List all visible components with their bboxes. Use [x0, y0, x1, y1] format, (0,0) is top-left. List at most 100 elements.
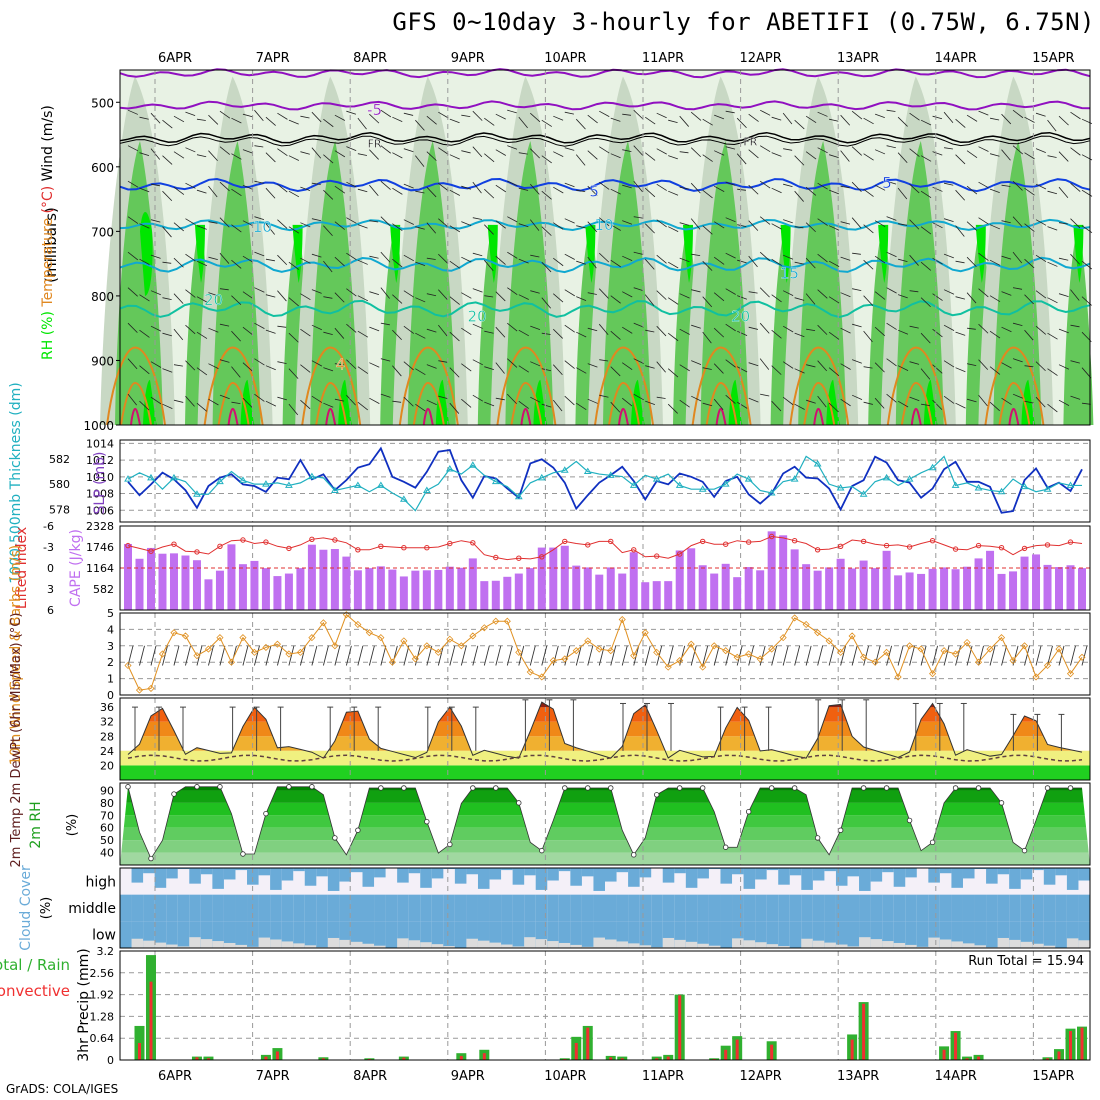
- wind-barb: [955, 260, 965, 264]
- wind-barb: [438, 289, 448, 301]
- cloud-middle-bar: [1009, 894, 1021, 922]
- wind-barb: [943, 645, 950, 666]
- wind-barb: [185, 111, 196, 116]
- wind-barb: [622, 291, 633, 298]
- cloud-clear-bar: [339, 939, 351, 948]
- wind-barb: [415, 332, 426, 339]
- cloud-middle-bar: [905, 894, 917, 922]
- cloud-low-bar: [304, 921, 317, 948]
- cape-tick: 1164: [86, 562, 114, 575]
- cape-bar: [825, 567, 834, 610]
- wind-barb: [713, 292, 725, 302]
- wind-barb: [472, 288, 483, 293]
- cloud-high-bar: [154, 868, 167, 888]
- wind-barb: [667, 368, 679, 378]
- li-point: [286, 545, 292, 552]
- wind-barb: [932, 257, 943, 265]
- cape-bar: [192, 560, 201, 610]
- cape-bar: [572, 565, 581, 610]
- cape-bar: [342, 556, 351, 610]
- wind-barb: [1070, 395, 1081, 400]
- wind-speed-point: [193, 652, 201, 660]
- rh-point: [562, 785, 568, 791]
- cloud-clear-bar: [893, 942, 906, 948]
- cape-bar: [997, 573, 1006, 610]
- wind-barb: [1035, 219, 1047, 226]
- wind-speed-point: [446, 635, 454, 643]
- wind-barb: [645, 365, 655, 369]
- wind-barb: [886, 216, 897, 221]
- cloud-middle-bar: [951, 894, 963, 922]
- cloud-middle-bar: [501, 894, 513, 922]
- cloud-middle-bar: [581, 894, 594, 922]
- cloud-high-bar: [1066, 868, 1079, 890]
- wind-barb: [644, 258, 655, 270]
- wind-barb: [725, 110, 735, 114]
- rh-point: [1067, 785, 1074, 791]
- wind-barb: [495, 220, 506, 229]
- wind-barb: [1035, 112, 1046, 117]
- wind-barb: [518, 258, 529, 264]
- rh-tick: 70: [100, 809, 114, 822]
- cloud-middle-bar: [223, 894, 236, 922]
- rh-point: [539, 847, 545, 854]
- chart-title: GFS 0~10day 3-hourly for ABETIFI (0.75W,…: [392, 8, 1095, 36]
- wind-barb: [415, 261, 426, 266]
- rh-bright-area: [923, 379, 938, 425]
- rh-point: [814, 835, 821, 841]
- wind-barb: [438, 324, 448, 337]
- cape-bar: [606, 567, 615, 610]
- cloud-low-bar: [374, 921, 386, 948]
- li-point: [378, 543, 384, 549]
- wind-barb: [874, 645, 881, 666]
- thickness-point: [1066, 481, 1075, 488]
- wind-barb: [139, 223, 150, 229]
- cloud-axis-label: Cloud Cover: [18, 865, 34, 951]
- cloud-high-bar: [131, 868, 144, 883]
- wind-speed-point: [469, 632, 477, 640]
- cloud-low-bar: [685, 921, 698, 948]
- wind-speed-point: [630, 652, 638, 660]
- wind-barb: [783, 254, 794, 260]
- rh-point: [677, 785, 683, 791]
- wind-barb: [886, 393, 897, 403]
- wind-barb: [472, 110, 483, 121]
- wind-barb: [978, 288, 989, 298]
- wind-barb: [300, 151, 310, 155]
- wind-barb: [782, 361, 794, 369]
- cape-bar: [1066, 565, 1075, 610]
- date-label-top: 7APR: [256, 51, 290, 66]
- cloud-low-bar: [1032, 921, 1044, 948]
- rh-bright-area: [533, 379, 548, 425]
- wind-barb: [1047, 368, 1058, 376]
- li-point: [791, 538, 798, 544]
- cape-bar: [1055, 567, 1064, 610]
- wind-barb: [805, 151, 817, 160]
- wind-barb: [1012, 251, 1023, 264]
- cloud-clear-bar: [397, 938, 409, 948]
- rh-bright-area: [338, 379, 353, 425]
- wind-barb: [162, 332, 173, 337]
- wind-barb: [507, 180, 518, 186]
- cloud-high-bar: [939, 868, 952, 874]
- li-point: [332, 537, 338, 543]
- date-label-bottom: 12APR: [739, 1069, 781, 1084]
- wind-barb: [139, 645, 145, 666]
- wind-barb: [851, 645, 858, 666]
- cloud-low-bar: [1066, 921, 1079, 948]
- cloud-high-bar: [812, 868, 825, 881]
- wind-barb: [162, 645, 168, 666]
- thickness-point: [813, 459, 822, 467]
- cloud-low-bar: [212, 921, 224, 948]
- wind-barb: [1058, 151, 1069, 162]
- wind-barb: [415, 403, 426, 412]
- wind-barb: [139, 294, 150, 302]
- cape-bar: [986, 550, 995, 610]
- date-label-bottom: 9APR: [451, 1069, 485, 1084]
- wind-barb: [966, 292, 977, 304]
- wind-barb: [759, 322, 770, 334]
- wind-barb: [426, 222, 437, 234]
- wind-barb: [530, 148, 540, 159]
- cloud-low-bar: [466, 921, 478, 948]
- cloud-high-bar: [870, 868, 883, 882]
